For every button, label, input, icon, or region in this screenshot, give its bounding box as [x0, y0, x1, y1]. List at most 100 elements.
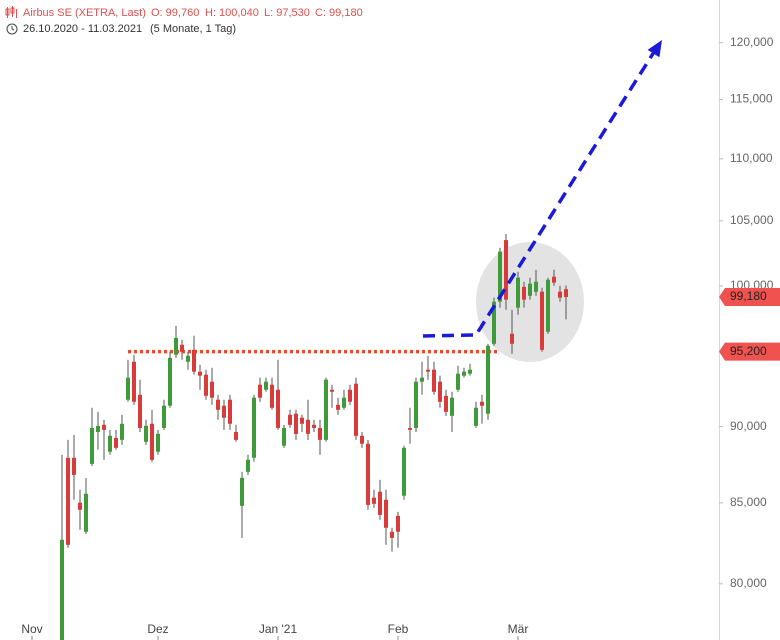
plot-area [60, 234, 568, 640]
candle-body [420, 377, 424, 382]
candle-body [162, 405, 166, 428]
candle-body [204, 374, 208, 396]
candle-body [108, 435, 112, 452]
x-tick-label: Mär [508, 622, 529, 636]
candle-body [72, 457, 76, 475]
candle-body [540, 291, 544, 350]
candle-body [498, 251, 502, 302]
candle-body [528, 283, 532, 296]
candle-body [438, 381, 442, 402]
ohlc-label: H: 100,040 [205, 7, 259, 19]
candle-body [366, 443, 370, 505]
candle-body [294, 413, 298, 434]
candle-body [84, 493, 88, 532]
candle-body [132, 361, 136, 402]
candle-body [432, 369, 436, 392]
candle-body [348, 389, 352, 402]
candle-body [186, 355, 190, 362]
candle-body [60, 539, 64, 640]
x-tick-label: Nov [21, 622, 42, 636]
candle-body [444, 395, 448, 412]
candle-body [396, 515, 400, 532]
candle-body [156, 433, 160, 452]
candle-body [198, 371, 202, 376]
x-tick-label: Feb [388, 622, 409, 636]
y-tick-label: 110,000 [730, 151, 773, 165]
ohlc-label: O: 99,760 [151, 7, 199, 19]
candle-body [558, 291, 562, 298]
candle-body [276, 389, 280, 428]
candle-body [144, 425, 148, 442]
candle-body [96, 425, 100, 432]
candle-body [468, 369, 472, 374]
candle-icon [5, 6, 17, 18]
candle-body [324, 379, 328, 440]
candle-body [312, 424, 316, 428]
candle-body [546, 279, 550, 332]
period: (5 Monate, 1 Tag) [150, 23, 236, 35]
price-tag [719, 287, 780, 306]
clock-icon [6, 23, 18, 35]
trend-line [422, 51, 656, 338]
candle-body [180, 344, 184, 352]
x-tick-label: Jan '21 [259, 622, 298, 636]
y-tick-label: 80,000 [730, 576, 767, 590]
candle-body [534, 281, 538, 292]
candle-body [102, 424, 106, 430]
candle-body [504, 240, 508, 300]
candle-body [126, 377, 130, 400]
date-range: 26.10.2020 - 11.03.2021 [23, 23, 142, 35]
y-tick-label: 105,000 [730, 213, 774, 227]
candle-body [252, 397, 256, 458]
candle-body [462, 371, 466, 376]
candle-body [150, 423, 154, 460]
candle-body [138, 394, 142, 428]
candle-body [318, 427, 322, 440]
candle-body [402, 447, 406, 496]
candle-body [474, 407, 478, 426]
price-tag-label: 99,180 [730, 289, 767, 303]
candle-body [264, 381, 268, 390]
candle-body [192, 349, 196, 372]
candle-body [210, 381, 214, 398]
ohlc-label: L: 97,530 [264, 7, 310, 19]
candle-body [510, 333, 514, 344]
candle-body [114, 437, 118, 448]
y-tick-label: 120,000 [730, 35, 774, 49]
candle-body [288, 414, 292, 425]
candle-body [516, 277, 520, 308]
price-tag [719, 342, 780, 361]
candle-body [456, 373, 460, 390]
chart-title: Airbus SE (XETRA, Last) [23, 7, 146, 19]
candle-body [414, 381, 418, 428]
candle-body [384, 499, 388, 528]
candle-body [378, 491, 382, 515]
candle-body [234, 431, 238, 440]
candle-body [390, 531, 394, 538]
candle-body [270, 384, 274, 408]
candle-body [330, 389, 334, 392]
candle-body [282, 427, 286, 446]
highlight-ellipse [476, 242, 584, 362]
y-tick-label: 115,000 [730, 92, 773, 106]
candle-body [222, 405, 226, 418]
trend-arrow [422, 40, 662, 338]
price-tag-label: 95,200 [730, 344, 767, 358]
candle-body [168, 357, 172, 406]
ohlc-label: C: 99,180 [315, 7, 363, 19]
candle-body [372, 497, 376, 504]
candle-body [78, 502, 82, 510]
candle-body [228, 399, 232, 424]
candle-body [492, 301, 496, 344]
candle-body [552, 276, 556, 283]
candle-body [354, 383, 358, 436]
candle-body [216, 399, 220, 410]
candle-body [120, 423, 124, 440]
candle-body [90, 427, 94, 464]
candle-body [426, 369, 430, 372]
candle-body [360, 435, 364, 444]
candle-body [66, 457, 70, 545]
